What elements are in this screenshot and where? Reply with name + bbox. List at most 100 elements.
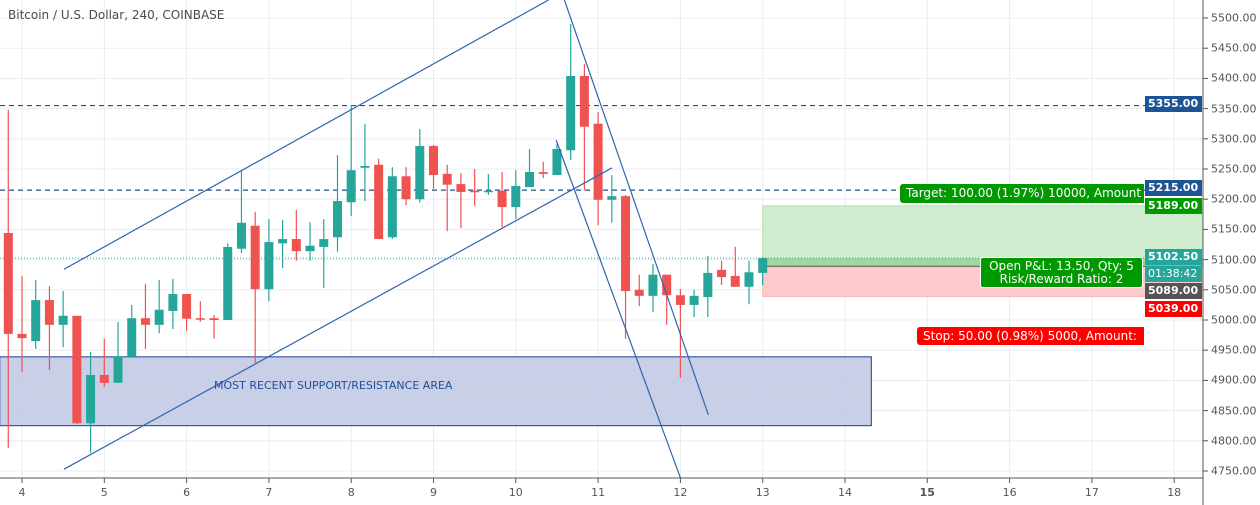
countdown-label: 01:38:42: [1145, 266, 1202, 282]
time-axis-bg: [0, 478, 1203, 505]
price-tick: 5500.00: [1211, 11, 1257, 25]
price-tick: 5250.00: [1211, 162, 1257, 176]
price-tick: 4800.00: [1211, 434, 1257, 448]
candle-down: [470, 190, 480, 193]
candle-down: [634, 289, 644, 296]
candle-down: [428, 146, 438, 176]
candle-up: [648, 274, 658, 296]
candle-down: [17, 333, 27, 339]
candle-down: [593, 123, 603, 200]
candle-up: [168, 294, 178, 311]
price-tick: 5450.00: [1211, 41, 1257, 55]
candle-down: [209, 318, 219, 320]
price-tick: 5000.00: [1211, 313, 1257, 327]
price-tick: 5200.00: [1211, 192, 1257, 206]
candle-up: [566, 75, 576, 151]
time-tick: 13: [755, 486, 770, 499]
candle-down: [497, 190, 507, 208]
time-tick: 6: [183, 486, 191, 499]
price-tick: 5100.00: [1211, 253, 1257, 267]
candle-down: [182, 294, 192, 319]
stop-label[interactable]: Stop: 50.00 (0.98%) 5000, Amount:: [917, 327, 1144, 345]
target-label[interactable]: Target: 100.00 (1.97%) 10000, Amount: [900, 184, 1144, 203]
candle-up: [305, 245, 315, 252]
level-5355-label: 5355.00: [1145, 96, 1202, 112]
candle-down: [291, 239, 301, 252]
price-tick: 4850.00: [1211, 404, 1257, 418]
support-resistance-area: [0, 356, 872, 427]
time-tick: 18: [1167, 486, 1182, 499]
candle-up: [346, 170, 356, 203]
time-tick: 17: [1084, 486, 1099, 499]
price-tick: 5150.00: [1211, 222, 1257, 236]
target-zone: [762, 205, 1204, 267]
lower-channel-trendline: [63, 167, 613, 470]
entry-price-label: 5089.00: [1145, 283, 1202, 299]
candle-down: [662, 274, 672, 296]
candle-up: [387, 176, 397, 238]
candle-up: [607, 196, 617, 200]
candle-up: [58, 315, 68, 325]
time-tick: 12: [673, 486, 688, 499]
candle-up: [525, 172, 535, 188]
candle-down: [99, 374, 109, 383]
time-tick: 11: [591, 486, 606, 499]
price-tick: 4950.00: [1211, 343, 1257, 357]
price-tick: 5300.00: [1211, 132, 1257, 146]
candle-up: [689, 295, 699, 305]
candle-up: [360, 165, 370, 168]
level-5215-label: 5215.00: [1145, 180, 1202, 196]
candle-down: [442, 173, 452, 185]
stop-price-label: 5039.00: [1145, 301, 1202, 317]
candle-down: [621, 196, 631, 292]
price-tick: 5350.00: [1211, 102, 1257, 116]
candle-down: [72, 315, 82, 424]
time-tick: 5: [100, 486, 108, 499]
candle-down: [717, 269, 727, 278]
candle-down: [195, 318, 205, 320]
candle-up: [319, 239, 329, 247]
candle-up: [415, 146, 425, 200]
candle-down: [250, 225, 260, 290]
candle-up: [264, 242, 274, 290]
risk-reward-text: Risk/Reward Ratio: 2: [999, 272, 1124, 286]
candle-down: [140, 318, 150, 325]
time-tick: 16: [1002, 486, 1017, 499]
candle-up: [223, 246, 233, 320]
candle-up: [483, 190, 493, 193]
falling-line-outer-trendline: [563, 0, 709, 416]
pnl-text: Open P&L: 13.50, Qty: 5: [989, 259, 1134, 273]
candle-up: [127, 318, 137, 357]
candle-up: [552, 149, 562, 176]
candle-down: [675, 295, 685, 305]
candle-up: [113, 356, 123, 383]
time-tick: 8: [347, 486, 355, 499]
price-tick: 5050.00: [1211, 283, 1257, 297]
time-tick: 14: [838, 486, 852, 499]
price-axis-bg: [1203, 0, 1260, 505]
candle-down: [3, 233, 13, 334]
chart-title: Bitcoin / U.S. Dollar, 240, COINBASE: [8, 8, 225, 22]
pnl-label[interactable]: Open P&L: 13.50, Qty: 5 Risk/Reward Rati…: [980, 257, 1143, 288]
time-tick: 9: [430, 486, 437, 499]
candle-down: [538, 172, 548, 174]
candle-up: [744, 272, 754, 287]
candle-down: [456, 184, 466, 192]
candle-up: [154, 309, 164, 325]
time-tick: 15: [919, 486, 935, 499]
candle-up: [703, 272, 713, 298]
candle-up: [278, 239, 288, 244]
candle-up: [511, 185, 521, 208]
candle-down: [401, 176, 411, 200]
price-tick: 5400.00: [1211, 71, 1257, 85]
candle-down: [579, 75, 589, 127]
price-tick: 4900.00: [1211, 373, 1257, 387]
candle-up: [236, 222, 246, 249]
candle-down: [44, 300, 54, 325]
time-tick: 10: [508, 486, 523, 499]
falling-line-inner-trendline: [555, 139, 682, 481]
candle-down: [730, 275, 740, 287]
price-tick: 4750.00: [1211, 464, 1257, 478]
upper-channel-trendline: [63, 0, 550, 270]
